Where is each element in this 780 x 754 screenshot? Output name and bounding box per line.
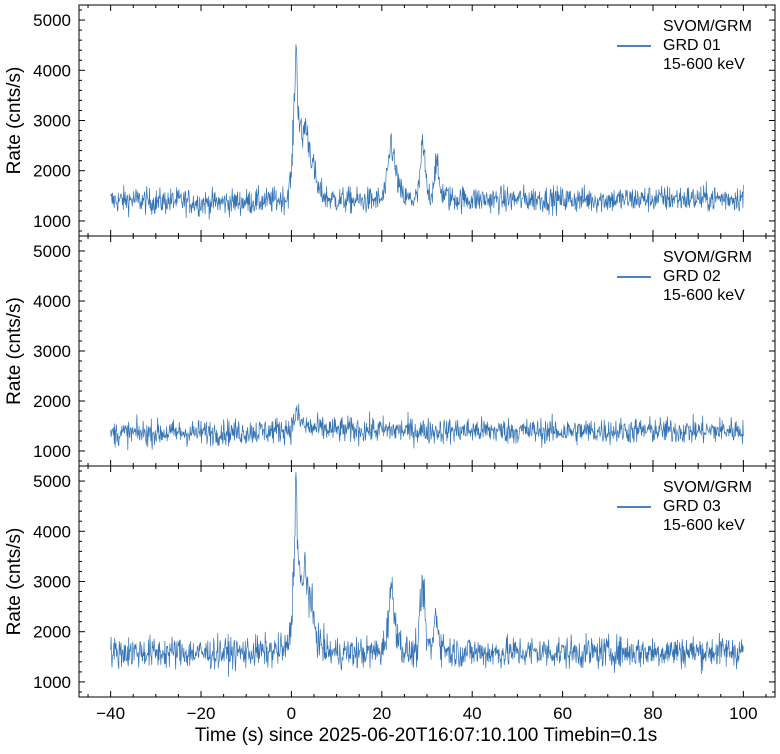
legend-label: GRD 02 (663, 268, 721, 285)
series-line-grd-03 (110, 472, 744, 677)
legend-label: SVOM/GRM (663, 479, 752, 496)
panel-2: 1000 2000 3000 4000 5000 Rate (cnts/s) SVOM/GR… (4, 235, 776, 467)
legend: SVOM/GRM GRD 03 15-600 keV (617, 479, 752, 534)
y-tick-label: 2000 (33, 162, 71, 181)
y-tick-label: 2000 (33, 623, 71, 642)
y-tick-label: 5000 (33, 242, 71, 261)
y-tick-label: 5000 (33, 472, 71, 491)
legend-label: SVOM/GRM (663, 18, 752, 35)
y-axis-label: Rate (cnts/s) (4, 297, 25, 405)
panel-3: 1000 2000 3000 4000 5000 Rate (cnts/s) SVOM/GR… (4, 465, 776, 698)
x-tick-label: 60 (553, 704, 572, 723)
y-tick-label: 4000 (33, 292, 71, 311)
y-tick-label: 4000 (33, 61, 71, 80)
legend: SVOM/GRM GRD 02 15-600 keV (617, 249, 752, 304)
y-tick-label: 1000 (33, 673, 71, 692)
x-tick-label: 0 (287, 704, 296, 723)
y-tick-label: 2000 (33, 392, 71, 411)
legend-label: 15-600 keV (663, 56, 745, 73)
series-line-grd-02 (110, 403, 744, 451)
y-axis-label: Rate (cnts/s) (4, 67, 25, 175)
x-tick-label: −20 (187, 704, 216, 723)
x-axis-label: Time (s) since 2025-06-20T16:07:10.100 T… (195, 725, 657, 746)
legend-label: 15-600 keV (663, 287, 745, 304)
legend-label: GRD 01 (663, 37, 721, 54)
y-tick-label: 4000 (33, 522, 71, 541)
x-tick-label: 100 (729, 704, 757, 723)
legend-label: GRD 03 (663, 498, 721, 515)
y-tick-label: 3000 (33, 573, 71, 592)
x-tick-label: −40 (96, 704, 125, 723)
y-tick-label: 3000 (33, 342, 71, 361)
series-line-grd-01 (110, 44, 744, 220)
legend: SVOM/GRM GRD 01 15-600 keV (617, 18, 752, 73)
legend-label: 15-600 keV (663, 517, 745, 534)
x-tick-label: 40 (463, 704, 482, 723)
x-tick-label: 80 (644, 704, 663, 723)
y-tick-label: 1000 (33, 212, 71, 231)
y-tick-label: 5000 (33, 11, 71, 30)
y-tick-label: 1000 (33, 442, 71, 461)
y-tick-label: 3000 (33, 112, 71, 131)
y-axis-label: Rate (cnts/s) (4, 528, 25, 636)
x-tick-label: 20 (372, 704, 391, 723)
legend-label: SVOM/GRM (663, 249, 752, 266)
panel-1: 1000 2000 3000 4000 5000 Rate (cnts/s) SVOM/GR… (4, 4, 776, 237)
